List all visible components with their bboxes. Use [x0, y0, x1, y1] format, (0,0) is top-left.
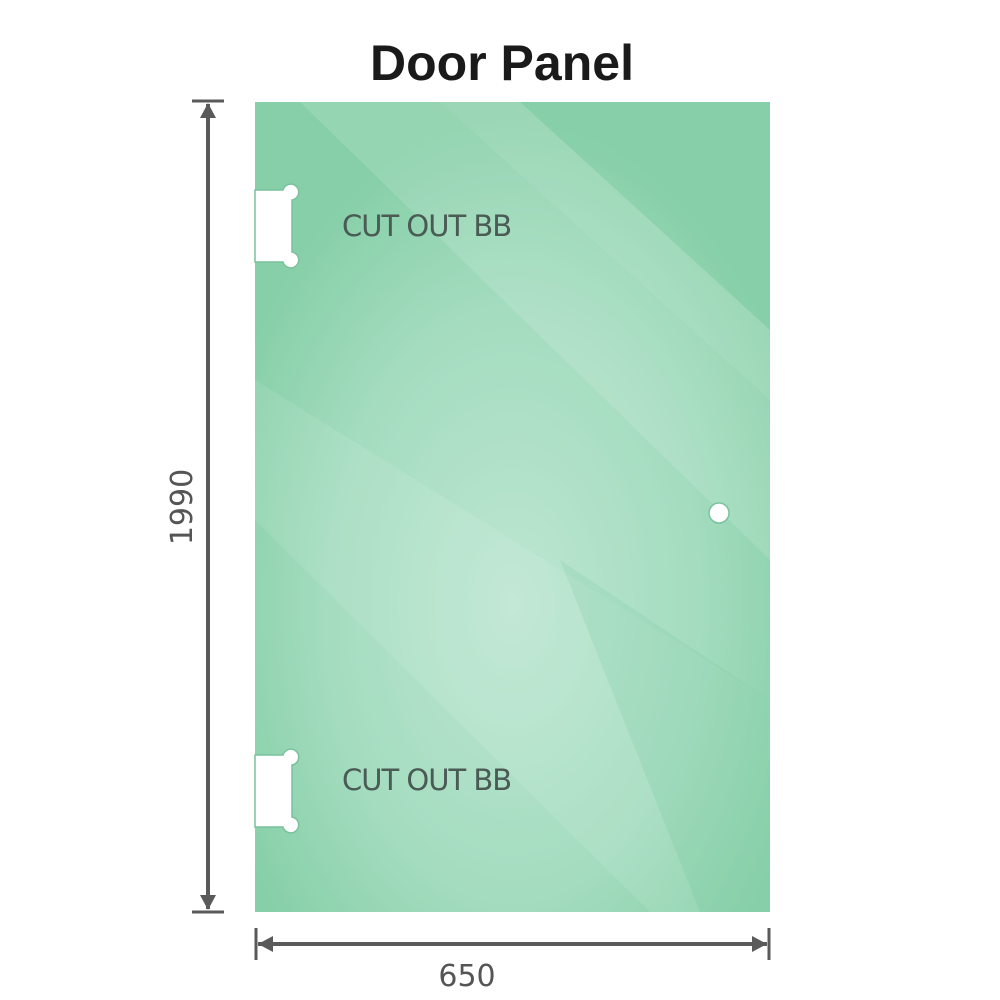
height-dimension — [192, 99, 224, 914]
cutout-label: CUT OUT BB — [342, 209, 511, 243]
width-label: 650 — [438, 959, 495, 994]
glass-panel — [255, 102, 770, 912]
height-label: 1990 — [165, 469, 200, 545]
cutout-top: CUT OUT BB — [254, 183, 512, 269]
cutout-bottom: CUT OUT BB — [254, 748, 512, 834]
handle-hole — [708, 502, 730, 524]
cutout-label: CUT OUT BB — [342, 763, 511, 797]
width-dimension — [254, 928, 771, 960]
diagram-title: Door Panel — [370, 35, 634, 91]
